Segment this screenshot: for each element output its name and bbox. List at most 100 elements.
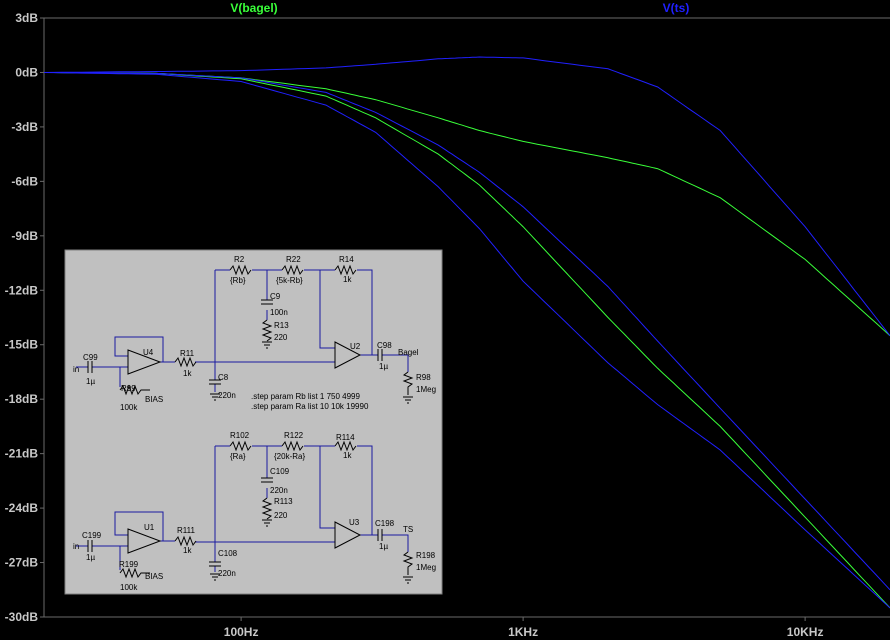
resistor-r114 <box>334 440 357 452</box>
resistor-r111 <box>174 535 197 547</box>
label-c8: C8 <box>218 373 229 382</box>
x-tick-label: 100Hz <box>224 625 259 639</box>
capacitor-c199 <box>87 540 93 552</box>
label-r198-value: 1Meg <box>416 563 436 572</box>
resistor-r11 <box>174 356 197 368</box>
label-net-bagel: Bagel <box>398 348 419 357</box>
capacitor-c198 <box>377 529 383 541</box>
series-line-5 <box>43 72 890 609</box>
schematic-inset: R2 {Rb} R22 {5k-Rb} R14 1k C9 100n R13 2… <box>64 249 443 595</box>
label-in: in <box>73 365 79 374</box>
y-tick-label: -15dB <box>5 338 39 352</box>
y-tick-label: -18dB <box>5 392 39 406</box>
label-r22: R22 <box>286 255 301 264</box>
y-tick-label: -27dB <box>5 556 39 570</box>
legend-entry[interactable]: V(bagel) <box>230 1 277 15</box>
label-r102: R102 <box>230 431 250 440</box>
label-r2-value: {Rb} <box>230 276 246 285</box>
label-c109: C109 <box>270 467 290 476</box>
label-r199: R199 <box>119 560 139 569</box>
capacitor-c108 <box>209 561 221 567</box>
label-in: in <box>73 542 79 551</box>
x-axis: 100Hz 1KHz 10KHz <box>224 617 824 639</box>
label-u4: U4 <box>143 348 154 357</box>
legend-entry[interactable]: V(ts) <box>663 1 690 15</box>
label-net-ts: TS <box>403 525 413 534</box>
label-c9: C9 <box>270 292 281 301</box>
label-r122-value: {20k-Ra} <box>274 452 305 461</box>
label-bias: BIAS <box>145 572 163 581</box>
label-c198-value: 1µ <box>379 542 388 551</box>
capacitor-c109 <box>261 477 273 483</box>
legend: V(bagel) V(ts) <box>230 1 689 15</box>
y-tick-label: 3dB <box>15 11 38 25</box>
plot-frame <box>43 17 890 618</box>
label-r11: R11 <box>180 349 195 358</box>
y-tick-label: -30dB <box>5 610 39 624</box>
label-c99: C99 <box>83 353 98 362</box>
label-c98-value: 1µ <box>379 362 388 371</box>
label-c108: C108 <box>218 549 238 558</box>
y-tick-label: -9dB <box>11 229 38 243</box>
resistor-r102 <box>229 440 252 452</box>
y-tick-label: -24dB <box>5 501 39 515</box>
series-line-4 <box>44 72 890 591</box>
ground-symbol <box>210 573 220 581</box>
resistor-r98 <box>402 371 414 395</box>
resistor-r113 <box>261 497 273 520</box>
label-u2: U2 <box>350 342 361 351</box>
label-r113-value: 220 <box>274 511 288 520</box>
label-r199-value: 100k <box>120 583 138 592</box>
resistor-r199 <box>119 567 150 579</box>
label-r114: R114 <box>336 433 355 442</box>
label-r13-value: 220 <box>274 333 288 342</box>
label-c199: C199 <box>82 531 102 540</box>
capacitor-c98 <box>377 349 383 361</box>
label-c108-value: 220n <box>218 569 236 578</box>
opamp-u1 <box>127 528 162 554</box>
label-c109-value: 220n <box>270 486 288 495</box>
label-r111: R111 <box>177 526 195 535</box>
label-r113: R113 <box>274 497 293 506</box>
label-r2: R2 <box>234 255 245 264</box>
y-tick-label: -21dB <box>5 447 39 461</box>
x-tick-label: 1KHz <box>508 625 538 639</box>
label-u3: U3 <box>349 518 360 527</box>
resistor-r99 <box>119 384 150 396</box>
capacitor-c99 <box>87 361 93 373</box>
capacitor-c9 <box>261 299 273 305</box>
label-r198: R198 <box>416 551 436 560</box>
upper-circuit: R2 {Rb} R22 {5k-Rb} R14 1k C9 100n R13 2… <box>73 255 436 412</box>
label-c8-value: 220n <box>218 391 236 400</box>
ground-symbol <box>403 396 413 404</box>
label-c99-value: 1µ <box>86 377 95 386</box>
resistor-r22 <box>281 264 304 276</box>
label-r114-value: 1k <box>343 451 352 460</box>
label-bias: BIAS <box>145 395 163 404</box>
y-tick-label: -3dB <box>11 120 38 134</box>
y-tick-label: -12dB <box>5 283 39 297</box>
resistor-r198 <box>402 551 414 575</box>
ground-symbol <box>262 341 272 349</box>
label-c98: C98 <box>377 341 392 350</box>
ground-symbol <box>210 393 220 401</box>
label-c198: C198 <box>375 519 395 528</box>
ground-symbol <box>403 576 413 584</box>
y-axis: 3dB 0dB -3dB -6dB -9dB -12dB -15dB -18dB -21dB -2… <box>5 11 44 624</box>
step-annotation-ra: .step param Ra list 10 10k 19990 <box>251 402 369 411</box>
resistor-r122 <box>281 440 304 452</box>
label-r14-value: 1k <box>343 275 352 284</box>
label-r11-value: 1k <box>183 369 192 378</box>
label-r99: R99 <box>121 384 136 393</box>
x-tick-label: 10KHz <box>787 625 824 639</box>
resistor-r13 <box>261 319 273 342</box>
step-annotation-rb: .step param Rb list 1 750 4999 <box>251 392 361 401</box>
label-r102-value: {Ra} <box>230 452 246 461</box>
lower-circuit: R102 {Ra} R122 {20k-Ra} R114 1k C109 220… <box>73 431 436 592</box>
label-r22-value: {5k-Rb} <box>276 276 303 285</box>
label-r99-value: 100k <box>120 403 138 412</box>
label-r98: R98 <box>416 373 431 382</box>
opamp-u4 <box>127 349 162 375</box>
capacitor-c8 <box>209 379 221 385</box>
